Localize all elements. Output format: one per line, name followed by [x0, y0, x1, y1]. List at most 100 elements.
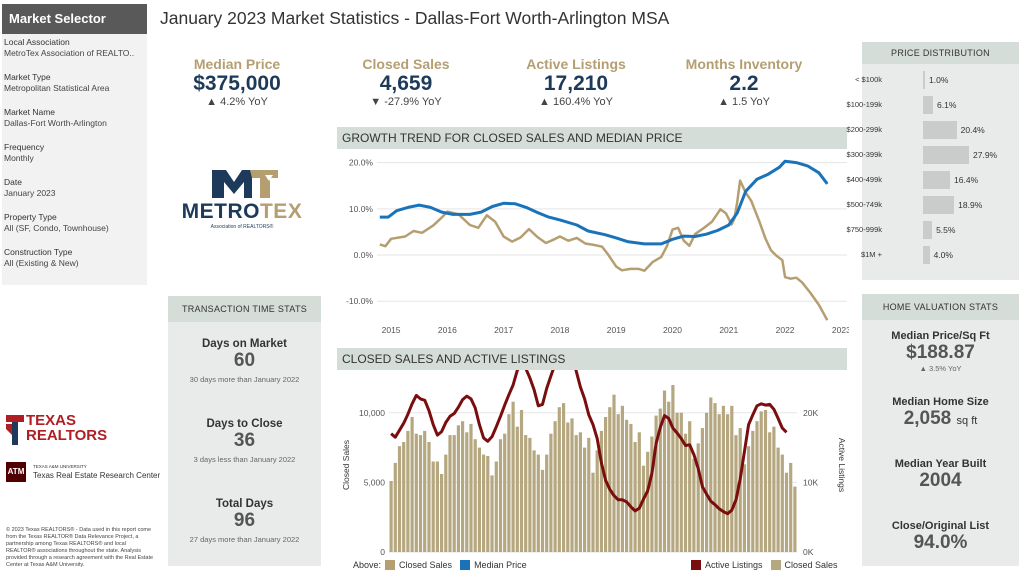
closed-sales-bar [418, 435, 423, 552]
stat-label: Days on Market [201, 338, 287, 350]
closed-sales-bar [629, 423, 633, 552]
chart-legend-2: Active Listings Closed Sales [687, 560, 838, 570]
stat-value: 96 [233, 510, 256, 531]
filter-local-association[interactable]: Local Association MetroTex Association o… [2, 34, 147, 69]
closed-sales-bar [448, 435, 452, 552]
filter-label: Market Type [4, 72, 51, 82]
closed-sales-bar [789, 462, 793, 552]
closed-sales-bar [536, 454, 540, 552]
legend-swatch-closed-sales [385, 560, 396, 570]
price-distribution-row[interactable]: $1M + 4.0% [861, 245, 1019, 265]
hv-label: Median Home Size [892, 396, 989, 408]
stat-value: 36 [233, 430, 256, 451]
y-tick-label: -10.0% [346, 296, 373, 306]
closed-sales-bar [574, 435, 578, 552]
closed-sales-bar [633, 442, 637, 552]
x-tick-label: 2015 [382, 325, 401, 335]
closed-sales-bar [473, 439, 477, 552]
hv-median-home-size: Median Home Size 2,058 sq ft [862, 396, 1019, 432]
filter-value[interactable]: January 2023 [4, 188, 56, 198]
filter-label: Property Type [4, 212, 57, 222]
kpi-change: ▼ -27.9% YoY [370, 96, 442, 108]
price-distribution-row[interactable]: < $100k 1.0% [855, 70, 1019, 90]
closed-sales-bar [713, 403, 717, 552]
filter-value[interactable]: All (Existing & New) [4, 258, 79, 268]
growth-trend-chart: 20.0% 10.0% 0.0% -10.0% 2015 2016 2017 2018 2019… [346, 158, 849, 335]
stat-days-to-close: Days to Close 36 3 days less than Januar… [168, 418, 321, 464]
filter-market-type[interactable]: Market Type Metropolitan Statistical Are… [2, 69, 147, 104]
metrotex-logo: METROTEX Association of REALTORS® [172, 166, 312, 234]
closed-sales-bar [612, 394, 616, 552]
closed-sales-bar [641, 465, 646, 552]
texas-realtors-mark-icon [6, 415, 24, 445]
price-range-label: < $100k [855, 75, 882, 84]
closed-sales-bar [482, 454, 486, 552]
filter-value[interactable]: Monthly [4, 153, 34, 163]
closed-sales-bar [444, 454, 448, 552]
closed-sales-bar [406, 430, 410, 552]
closed-sales-bar [465, 432, 469, 552]
y2-axis-label: Active Listings [837, 438, 847, 492]
closed-sales-bar [549, 433, 553, 552]
filter-value[interactable]: MetroTex Association of REALTO.. [4, 48, 135, 58]
price-distribution-row[interactable]: $750-999k 5.5% [847, 220, 1019, 240]
closed-sales-bar [776, 447, 780, 552]
filter-frequency[interactable]: Frequency Monthly [2, 139, 147, 174]
kpi-median-price: Median Price $375,000 ▲ 4.2% YoY [162, 56, 312, 108]
y-tick-label: 20.0% [349, 158, 374, 168]
closed-sales-bar [683, 433, 688, 552]
filter-market-name[interactable]: Market Name Dallas-Fort Worth-Arlington [2, 104, 147, 139]
kpi-change: ▲ 4.2% YoY [206, 96, 268, 108]
home-valuation-stats-panel: HOME VALUATION STATS Median Price/Sq Ft … [862, 294, 1019, 566]
closed-sales-bar [410, 417, 414, 552]
kpi-value: 17,210 [543, 72, 609, 95]
price-distribution-row[interactable]: $500-749k 18.9% [847, 195, 1019, 215]
closed-chart-header: CLOSED SALES AND ACTIVE LISTINGS [337, 348, 847, 370]
price-range-label: $500-749k [846, 200, 882, 209]
filter-property-type[interactable]: Property Type All (SF, Condo, Townhouse) [2, 209, 147, 244]
filter-value[interactable]: All (SF, Condo, Townhouse) [4, 223, 109, 233]
legend-swatch-closed-sales-bars [770, 560, 781, 570]
kpi-label: Months Inventory [685, 56, 803, 72]
closed-sales-bar [688, 421, 692, 552]
price-distribution-pct: 4.0% [933, 250, 953, 260]
stat-label: Total Days [215, 498, 274, 510]
price-distribution-row[interactable]: $300-399k 27.9% [847, 145, 1019, 165]
legend-closed-sales: Closed Sales [399, 560, 453, 570]
closed-sales-bar [431, 461, 435, 552]
price-distribution-row[interactable]: $100-199k 6.1% [847, 95, 1019, 115]
closed-sales-bar [452, 435, 456, 552]
closed-sales-bar [414, 433, 418, 552]
stat-total-days: Total Days 96 27 days more than January … [168, 498, 321, 544]
filter-construction-type[interactable]: Construction Type All (Existing & New) [2, 244, 147, 279]
filter-date[interactable]: Date January 2023 [2, 174, 147, 209]
tamu-research-center: Texas Real Estate Research Center [33, 471, 161, 480]
y-tick-label: 5,000 [364, 477, 386, 487]
closed-sales-bar [397, 446, 402, 552]
closed-sales-bar [742, 464, 746, 552]
closed-sales-bar [780, 454, 784, 552]
filter-value[interactable]: Dallas-Fort Worth-Arlington [4, 118, 107, 128]
kpi-closed-sales: Closed Sales 4,659 ▼ -27.9% YoY [331, 56, 481, 108]
hv-label: Close/Original List [891, 520, 990, 532]
price-distribution-row[interactable]: $400-499k 16.4% [847, 170, 1019, 190]
closed-sales-bar [389, 481, 393, 552]
price-distribution-bar [923, 96, 934, 114]
closed-sales-bar [620, 405, 624, 552]
price-distribution-panel: PRICE DISTRIBUTION < $100k 1.0% $100-199k 6… [847, 42, 1019, 280]
price-range-label: $300-399k [846, 150, 882, 159]
closed-sales-bar [570, 418, 574, 552]
price-distribution-row[interactable]: $200-299k 20.4% [847, 120, 1019, 140]
closed-sales-bar [654, 415, 658, 552]
closed-sales-bar [709, 397, 713, 552]
y-tick-label: 10.0% [349, 204, 374, 214]
price-range-label: $750-999k [846, 225, 882, 234]
closed-sales-bar [646, 451, 650, 552]
closed-sales-bar [587, 437, 591, 552]
x-tick-label: 2018 [550, 325, 569, 335]
disclaimer: © 2023 Texas REALTORS® - Data used in th… [6, 527, 154, 568]
closed-sales-bar [469, 423, 473, 552]
texas-am-logo: ATM TEXAS A&M UNIVERSITY Texas Real Esta… [6, 462, 160, 484]
y2-tick-label: 20K [803, 408, 818, 418]
filter-value[interactable]: Metropolitan Statistical Area [4, 83, 110, 93]
